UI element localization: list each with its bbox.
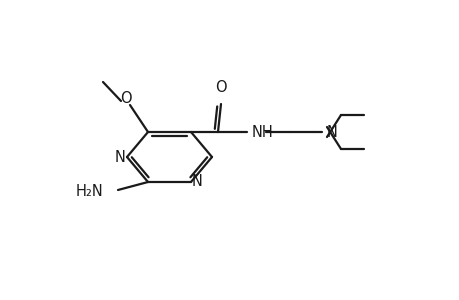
Text: O: O	[215, 80, 226, 95]
Text: H₂N: H₂N	[75, 184, 103, 200]
Text: O: O	[120, 91, 132, 106]
Text: N: N	[191, 175, 202, 190]
Text: N: N	[115, 149, 126, 164]
Text: NH: NH	[252, 124, 273, 140]
Text: N: N	[326, 124, 337, 140]
